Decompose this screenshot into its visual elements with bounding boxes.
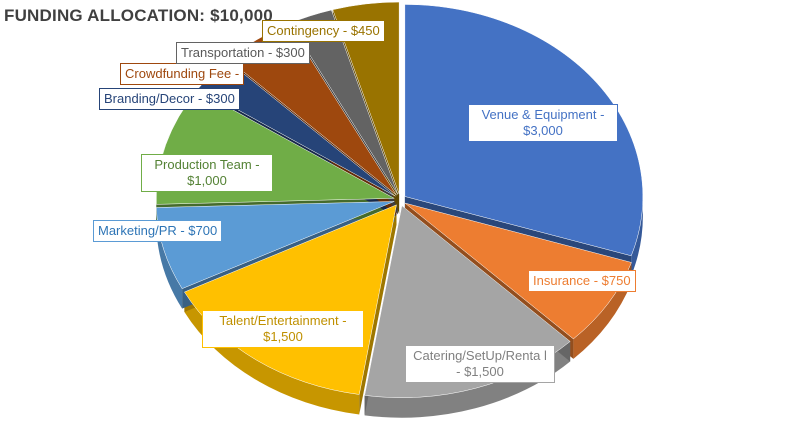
data-label-contingency: Contingency - $450 bbox=[262, 20, 385, 42]
data-label-branding: Branding/Decor - $300 bbox=[99, 88, 240, 110]
pie-side-0 bbox=[631, 196, 643, 276]
pie-slice-9 bbox=[332, 1, 400, 195]
chart-title: FUNDING ALLOCATION: $10,000 bbox=[4, 6, 273, 25]
pie-slice-1 bbox=[404, 202, 632, 340]
data-label-crowdfunding: Crowdfunding Fee - bbox=[120, 63, 245, 85]
pie-side-4 bbox=[156, 207, 183, 309]
data-label-marketing: Marketing/PR - $700 bbox=[93, 220, 223, 242]
data-label-insurance: Insurance - $750 bbox=[528, 270, 636, 292]
pie-side-3 bbox=[184, 292, 360, 415]
data-label-production: Production Team - $1,000 bbox=[141, 154, 273, 192]
data-label-talent: Talent/Entertainment - $1,500 bbox=[202, 310, 364, 348]
data-label-transportation: Transportation - $300 bbox=[176, 42, 310, 64]
data-label-catering: Catering/SetUp/Renta l - $1,500 bbox=[405, 345, 555, 383]
pie-cut-3-0 bbox=[359, 204, 397, 415]
data-label-venue: Venue & Equipment - $3,000 bbox=[468, 104, 618, 142]
pie-side-2 bbox=[364, 341, 571, 418]
